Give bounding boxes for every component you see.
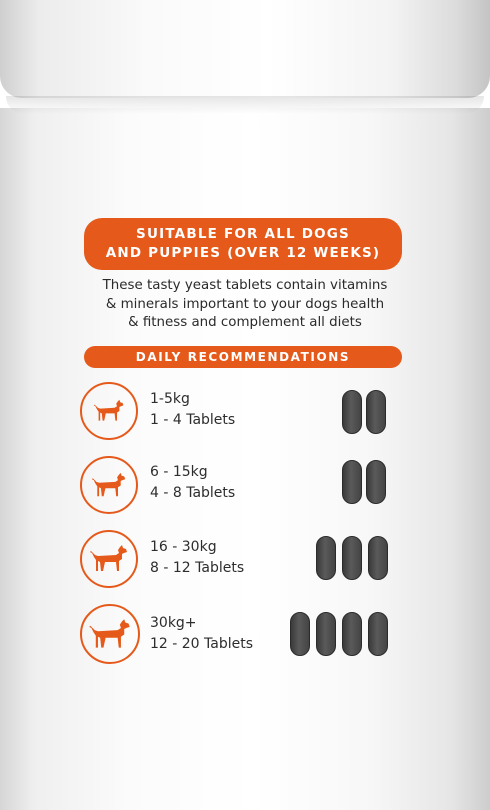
dog-silhouette-icon	[93, 399, 124, 421]
dog-size-badge	[80, 604, 140, 664]
suitability-line-1: SUITABLE FOR ALL DOGS	[136, 226, 350, 242]
tablet-icon	[316, 612, 336, 656]
tablet-dose: 4 - 8 Tablets	[150, 485, 236, 501]
weight-range: 6 - 15kg	[150, 464, 208, 480]
recommendation-text: 16 - 30kg 8 - 12 Tablets	[150, 537, 244, 579]
recommendation-row-3: 16 - 30kg 8 - 12 Tablets	[0, 530, 490, 598]
recommendation-row-4: 30kg+ 12 - 20 Tablets	[0, 604, 490, 672]
description-line-1: These tasty yeast tablets contain vitami…	[102, 278, 388, 293]
description-line-2: & minerals important to your dogs health	[105, 296, 385, 312]
tablet-icon	[366, 390, 386, 434]
dog-size-badge	[80, 382, 138, 440]
dog-silhouette-icon	[90, 545, 127, 571]
recommendation-row-1: 1-5kg 1 - 4 Tablets	[0, 382, 490, 450]
weight-range: 16 - 30kg	[150, 539, 217, 555]
suitability-line-2: AND PUPPIES (OVER 12 WEEKS)	[105, 245, 381, 261]
daily-recommendations-heading: DAILY RECOMMENDATIONS	[84, 346, 402, 368]
tablet-icon	[368, 612, 388, 656]
weight-range: 30kg+	[150, 615, 197, 631]
tablet-icon	[342, 612, 362, 656]
dog-silhouette-icon	[89, 618, 130, 648]
weight-range: 1-5kg	[150, 391, 190, 407]
description-line-3: & fitness and complement all diets	[128, 315, 362, 330]
recommendation-row-2: 6 - 15kg 4 - 8 Tablets	[0, 456, 490, 524]
tablet-icon	[368, 536, 388, 580]
dog-size-badge	[80, 530, 138, 588]
recommendation-text: 1-5kg 1 - 4 Tablets	[150, 389, 235, 431]
jar-lid	[0, 0, 490, 98]
tablet-icon	[366, 460, 386, 504]
suitability-banner: SUITABLE FOR ALL DOGS AND PUPPIES (OVER …	[84, 218, 402, 270]
lid-shadow	[6, 96, 484, 114]
tablet-icon	[342, 536, 362, 580]
dog-silhouette-icon	[91, 472, 126, 496]
tablet-dose: 1 - 4 Tablets	[150, 412, 236, 428]
dog-size-badge	[80, 456, 138, 514]
product-description: These tasty yeast tablets contain vitami…	[62, 277, 428, 333]
tablet-dose: 12 - 20 Tablets	[150, 636, 254, 652]
tablet-icon	[342, 460, 362, 504]
tablet-icon	[342, 390, 362, 434]
recommendation-text: 6 - 15kg 4 - 8 Tablets	[150, 462, 235, 504]
tablet-icon	[290, 612, 310, 656]
recommendation-text: 30kg+ 12 - 20 Tablets	[150, 613, 253, 655]
tablet-icon	[316, 536, 336, 580]
tablet-dose: 8 - 12 Tablets	[150, 560, 245, 576]
